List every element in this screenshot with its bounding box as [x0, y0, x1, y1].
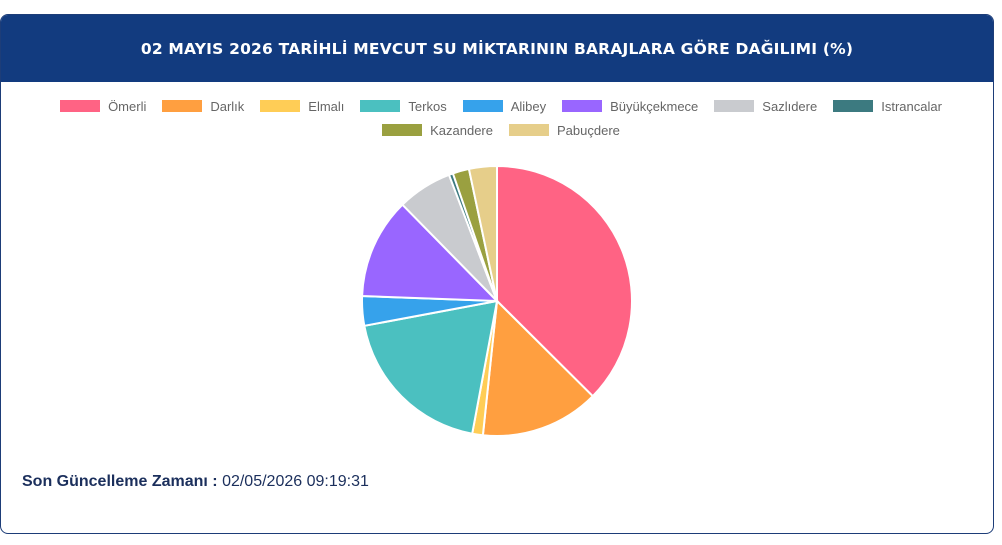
- legend-label: Ömerli: [108, 98, 147, 114]
- legend-swatch: [562, 100, 603, 112]
- legend-swatch: [360, 100, 401, 112]
- legend-label: Terkos: [408, 98, 447, 114]
- legend-label: Darlık: [210, 98, 245, 114]
- legend-label: Alibey: [510, 98, 547, 114]
- legend-item[interactable]: Kazandere: [382, 122, 493, 138]
- legend-item[interactable]: Sazlıdere: [714, 98, 817, 114]
- last-update: Son Güncelleme Zamanı : 02/05/2026 09:19…: [22, 473, 369, 491]
- last-update-value: 02/05/2026 09:19:31: [222, 473, 369, 490]
- legend-item[interactable]: Büyükçekmece: [562, 98, 698, 114]
- legend-item[interactable]: Terkos: [360, 98, 447, 114]
- legend-swatch: [509, 124, 549, 136]
- legend-item[interactable]: Darlık: [162, 98, 244, 114]
- chart-legend: Ömerli Darlık Elmalı Terkos Alibey Büyükçekme…: [31, 98, 971, 138]
- last-update-label: Son Güncelleme Zamanı :: [22, 473, 218, 490]
- pie-slice-ömerli[interactable]: [496, 164, 633, 398]
- legend-item[interactable]: Pabuçdere: [509, 122, 620, 138]
- card-header: 02 MAYIS 2026 TARİHLİ MEVCUT SU MİKTARIN…: [1, 15, 993, 82]
- legend-swatch: [60, 100, 101, 112]
- legend-swatch: [714, 100, 755, 112]
- legend-swatch: [260, 100, 301, 112]
- legend-label: Kazandere: [430, 122, 493, 138]
- legend-label: Sazlıdere: [762, 98, 818, 114]
- legend-label: Istrancalar: [881, 98, 942, 114]
- legend-swatch: [162, 100, 203, 112]
- chart-title: 02 MAYIS 2026 TARİHLİ MEVCUT SU MİKTARIN…: [140, 39, 854, 58]
- legend-item[interactable]: Ömerli: [60, 98, 146, 114]
- legend-label: Pabuçdere: [557, 122, 620, 138]
- pie-slice-pabuçdere[interactable]: [467, 164, 498, 302]
- legend-swatch: [382, 124, 423, 136]
- legend-item[interactable]: Istrancalar: [833, 98, 942, 114]
- legend-item[interactable]: Alibey: [462, 98, 547, 114]
- legend-label: Büyükçekmece: [610, 98, 699, 114]
- pie-slice-büyükçekmece[interactable]: [361, 203, 500, 303]
- legend-swatch: [833, 100, 874, 112]
- legend-swatch: [462, 100, 503, 112]
- pie-slice-terkos[interactable]: [363, 299, 499, 435]
- pie-slice-darlık[interactable]: [481, 298, 595, 437]
- legend-item[interactable]: Elmalı: [260, 98, 344, 114]
- legend-label: Elmalı: [308, 98, 345, 114]
